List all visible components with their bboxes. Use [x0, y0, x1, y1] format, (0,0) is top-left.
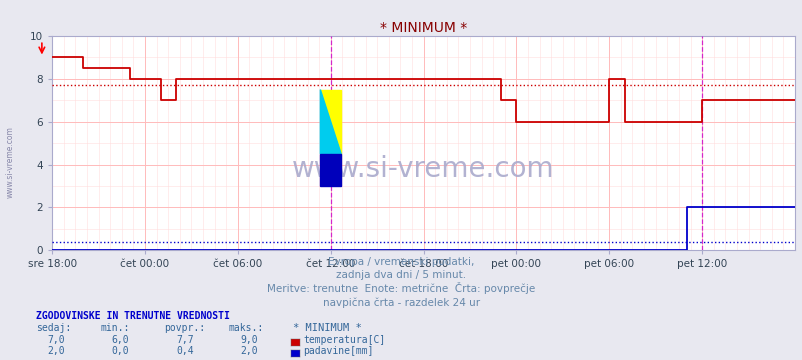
Text: 7,0: 7,0 [47, 335, 65, 345]
Text: 0,4: 0,4 [176, 346, 193, 356]
Text: 2,0: 2,0 [47, 346, 65, 356]
Text: www.si-vreme.com: www.si-vreme.com [292, 155, 554, 183]
Text: Meritve: trenutne  Enote: metrične  Črta: povprečje: Meritve: trenutne Enote: metrične Črta: … [267, 282, 535, 294]
Text: 0,0: 0,0 [111, 346, 129, 356]
Text: www.si-vreme.com: www.si-vreme.com [6, 126, 15, 198]
Text: padavine[mm]: padavine[mm] [303, 346, 374, 356]
Text: sedaj:: sedaj: [36, 323, 71, 333]
Polygon shape [320, 90, 341, 154]
Text: temperatura[C]: temperatura[C] [303, 335, 385, 345]
Text: maks.:: maks.: [229, 323, 264, 333]
Text: 6,0: 6,0 [111, 335, 129, 345]
Text: zadnja dva dni / 5 minut.: zadnja dva dni / 5 minut. [336, 270, 466, 280]
Text: Evropa / vremenski podatki,: Evropa / vremenski podatki, [328, 257, 474, 267]
Text: 2,0: 2,0 [240, 346, 257, 356]
Text: 7,7: 7,7 [176, 335, 193, 345]
Text: min.:: min.: [100, 323, 130, 333]
Text: 9,0: 9,0 [240, 335, 257, 345]
Text: povpr.:: povpr.: [164, 323, 205, 333]
Bar [320, 154, 341, 186]
Title: * MINIMUM *: * MINIMUM * [379, 21, 467, 35]
Text: navpična črta - razdelek 24 ur: navpična črta - razdelek 24 ur [322, 297, 480, 308]
Text: ZGODOVINSKE IN TRENUTNE VREDNOSTI: ZGODOVINSKE IN TRENUTNE VREDNOSTI [36, 311, 229, 321]
Text: * MINIMUM *: * MINIMUM * [293, 323, 362, 333]
Polygon shape [320, 90, 341, 154]
